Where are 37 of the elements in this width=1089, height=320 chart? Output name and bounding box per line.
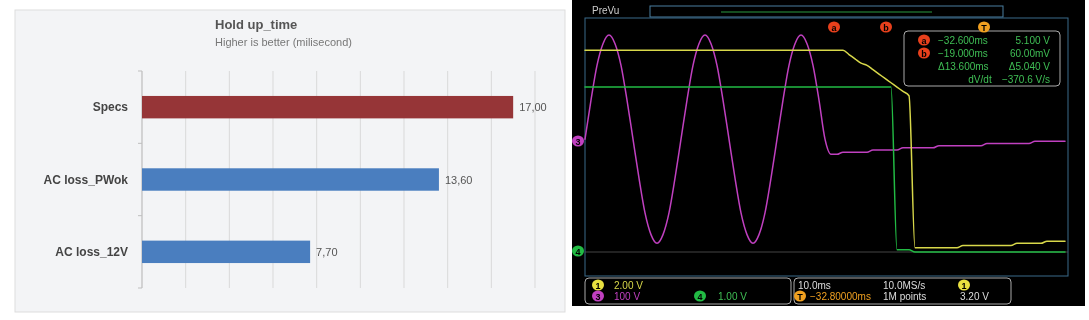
text: a [831, 22, 838, 33]
data-label: 7,70 [316, 245, 338, 258]
text: 3 [575, 136, 581, 147]
text: 2.00 V [614, 280, 644, 291]
annotation: Δ13.600ms [938, 61, 989, 72]
annotation: 60.00mV [1009, 48, 1051, 59]
annotation: dV/dt [968, 74, 992, 85]
annotation: −370.6 V/s [1001, 74, 1050, 85]
text: 3.20 V [960, 291, 990, 302]
text: 100 V [614, 291, 641, 302]
annotation: b [921, 48, 928, 59]
text: T [981, 22, 988, 33]
data-label: 17,00 [519, 101, 547, 114]
annotation: a [921, 35, 928, 46]
chart-title: Hold up_time [215, 17, 298, 32]
text: 1 [961, 280, 967, 291]
text: 1.00 V [718, 291, 748, 302]
data-label: 13,60 [444, 173, 473, 186]
text: T [797, 291, 804, 302]
text: 1 [595, 280, 601, 291]
chart-subtitle: Higher is better (milisecond) [215, 36, 352, 48]
annotation: −32.600ms [938, 35, 988, 46]
y-tick-label: Specs [92, 100, 129, 115]
annotation: Δ5.040 V [1008, 61, 1051, 72]
text: PreVu [592, 5, 620, 16]
text: 4 [697, 291, 703, 302]
y-tick-label: AC loss_PWok [43, 172, 129, 187]
y-tick-label: AC loss_12V [55, 244, 128, 259]
text: 1M points [883, 291, 927, 302]
text: 10.0ms [798, 280, 831, 291]
text: 3 [595, 291, 601, 302]
annotation: 5.100 V [1015, 35, 1051, 46]
text: b [883, 22, 890, 33]
text: −32.80000ms [810, 291, 871, 302]
text: 10.0MS/s [883, 280, 926, 291]
text: 4 [575, 246, 581, 257]
annotation: −19.000ms [938, 48, 988, 59]
